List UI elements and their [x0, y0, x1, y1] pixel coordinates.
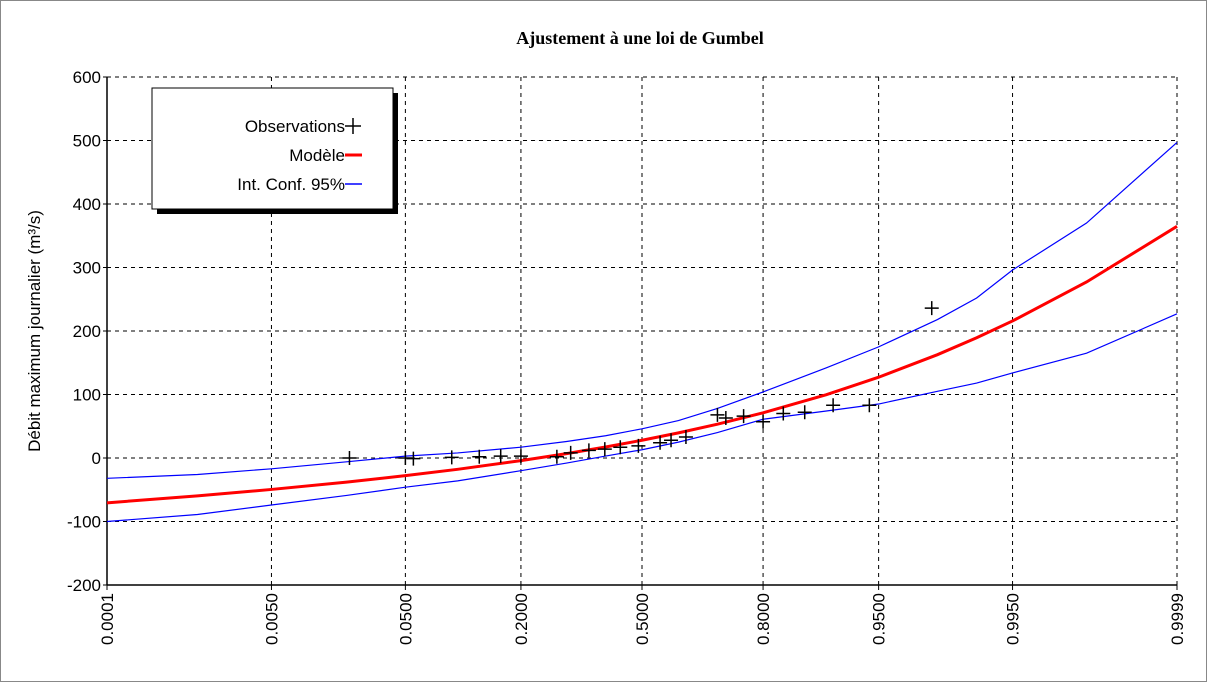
x-tick-label: 0.9500: [870, 593, 889, 645]
y-tick-label: 200: [73, 322, 101, 341]
legend: Observations Modèle Int. Conf. 95%: [151, 87, 398, 214]
y-tick-label: 300: [73, 259, 101, 278]
y-tick-label: 600: [73, 68, 101, 87]
legend-marker: [345, 118, 361, 134]
observation-marker: [862, 398, 877, 413]
observation-marker: [776, 406, 791, 421]
y-tick-label: -200: [67, 576, 101, 595]
observation-marker: [563, 445, 578, 460]
x-tick-label: 0.0500: [396, 593, 415, 645]
x-tick-label: 0.9950: [1004, 593, 1023, 645]
observation-marker: [444, 450, 459, 465]
legend-box: [151, 87, 394, 210]
legend-label: Observations: [245, 117, 345, 136]
y-tick-label: 400: [73, 195, 101, 214]
observation-marker: [613, 440, 628, 455]
y-tick-label: 500: [73, 132, 101, 151]
legend-label: Int. Conf. 95%: [237, 175, 345, 194]
observation-marker: [653, 435, 668, 450]
y-tick-label: 100: [73, 386, 101, 405]
chart-title: Ajustement à une loi de Gumbel: [516, 28, 764, 48]
observation-marker: [826, 398, 841, 413]
observation-marker: [678, 430, 693, 445]
x-tick-label: 0.0001: [98, 593, 117, 645]
observation-marker: [924, 301, 939, 316]
y-tick-label: -100: [67, 513, 101, 532]
observation-marker: [513, 449, 528, 464]
observation-marker: [549, 449, 564, 464]
observation-marker: [581, 443, 596, 458]
observation-marker: [631, 438, 646, 453]
y-tick-label: 0: [92, 449, 101, 468]
observation-marker: [406, 451, 421, 466]
x-tick-label: 0.8000: [754, 593, 773, 645]
x-tick-label: 0.0050: [262, 593, 281, 645]
observation-marker: [472, 449, 487, 464]
x-tick-label: 0.5000: [633, 593, 652, 645]
observation-marker: [597, 442, 612, 457]
observation-marker: [710, 407, 725, 422]
observation-marker: [718, 410, 733, 425]
legend-label: Modèle: [289, 146, 345, 165]
observation-marker: [342, 451, 357, 465]
observation-marker: [736, 409, 751, 424]
x-tick-label: 0.2000: [512, 593, 531, 645]
x-tick-label: 0.9999: [1168, 593, 1187, 645]
y-axis-label: Débit maximum journalier (m³/s): [25, 210, 44, 452]
observation-marker: [756, 414, 771, 429]
ci-upper-line: [106, 141, 1178, 479]
observation-marker: [493, 449, 508, 464]
observation-marker: [664, 433, 679, 448]
observation-marker: [797, 405, 812, 420]
